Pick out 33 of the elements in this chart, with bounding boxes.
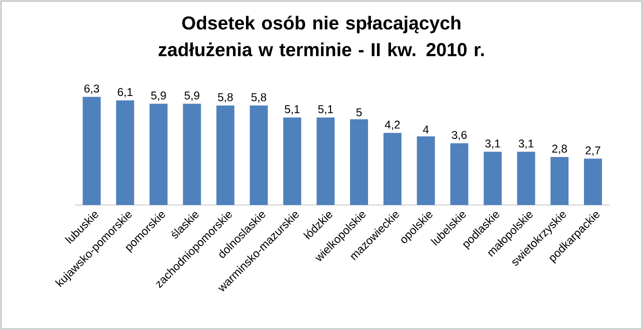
bar bbox=[584, 158, 602, 205]
data-label: 4 bbox=[422, 126, 429, 134]
data-label: 5,1 bbox=[284, 105, 300, 115]
chart-title: Odsetek osób nie spłacających zadłużenia w terminie - II kw. 2010 r. bbox=[158, 16, 484, 56]
bar bbox=[82, 96, 101, 205]
bar bbox=[450, 143, 468, 205]
bar bbox=[182, 104, 201, 205]
bar bbox=[316, 117, 335, 205]
data-label: 6,1 bbox=[118, 88, 132, 98]
bar bbox=[350, 119, 368, 205]
bar bbox=[484, 152, 502, 205]
data-label: 3,1 bbox=[518, 140, 534, 149]
data-label: 5,1 bbox=[318, 105, 333, 115]
data-label: 5,9 bbox=[184, 91, 200, 101]
data-label: 4,2 bbox=[384, 120, 400, 130]
data-label: 3,1 bbox=[485, 140, 500, 149]
data-label: 6,3 bbox=[84, 84, 100, 94]
bar bbox=[216, 105, 234, 205]
data-label: 5,9 bbox=[151, 91, 166, 101]
data-label: 5,8 bbox=[218, 93, 233, 103]
data-label: 5,8 bbox=[251, 93, 266, 103]
data-label: 3,6 bbox=[452, 130, 467, 140]
bar bbox=[150, 104, 168, 205]
bar bbox=[416, 136, 435, 205]
bar bbox=[250, 105, 268, 205]
data-label: 2,8 bbox=[552, 144, 567, 154]
data-label: 2,7 bbox=[586, 146, 600, 156]
bar bbox=[383, 132, 402, 205]
bar bbox=[550, 156, 569, 205]
data-label: 5 bbox=[356, 108, 362, 116]
bar bbox=[283, 117, 302, 205]
bar bbox=[517, 152, 536, 205]
bar bbox=[116, 100, 134, 205]
